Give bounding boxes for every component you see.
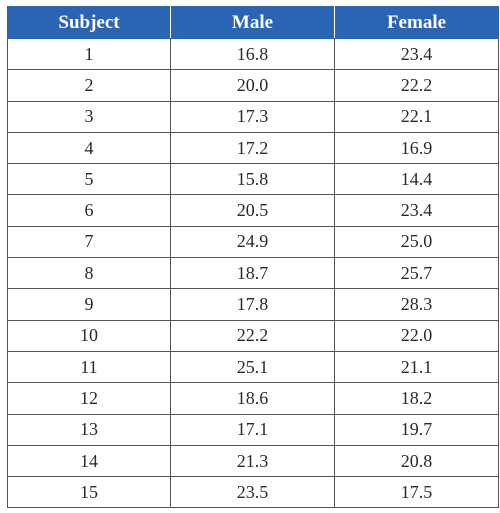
cell-subject: 3: [7, 100, 171, 133]
cell-female: 23.4: [334, 194, 499, 227]
cell-female: 14.4: [334, 163, 499, 196]
cell-male: 17.8: [170, 288, 335, 321]
cell-female: 28.3: [334, 288, 499, 321]
cell-male: 17.2: [170, 131, 335, 165]
cell-subject: 15: [7, 476, 171, 509]
cell-female: 21.1: [334, 350, 499, 384]
table-row: 6 20.5 23.4: [7, 194, 499, 227]
table-row: 15 23.5 17.5: [7, 476, 499, 509]
table-row: 10 22.2 22.0: [7, 319, 499, 352]
cell-female: 18.2: [334, 382, 499, 415]
cell-female: 23.4: [334, 37, 499, 71]
cell-subject: 8: [7, 257, 171, 290]
cell-male: 20.5: [170, 194, 335, 227]
cell-subject: 7: [7, 225, 171, 259]
cell-male: 18.6: [170, 382, 335, 415]
cell-female: 22.2: [334, 69, 499, 102]
cell-female: 25.0: [334, 225, 499, 259]
cell-subject: 10: [7, 319, 171, 352]
column-header-female: Female: [334, 6, 499, 39]
table-row: 8 18.7 25.7: [7, 257, 499, 290]
cell-male: 15.8: [170, 163, 335, 196]
cell-male: 18.7: [170, 257, 335, 290]
cell-subject: 9: [7, 288, 171, 321]
cell-male: 24.9: [170, 225, 335, 259]
cell-male: 22.2: [170, 319, 335, 352]
table-row: 9 17.8 28.3: [7, 288, 499, 321]
table-row: 3 17.3 22.1: [7, 100, 499, 133]
table-row: 12 18.6 18.2: [7, 382, 499, 415]
cell-subject: 2: [7, 69, 171, 102]
table-row: 14 21.3 20.8: [7, 444, 499, 478]
cell-male: 25.1: [170, 350, 335, 384]
table-row: 1 16.8 23.4: [7, 37, 499, 71]
header-row: Subject Male Female: [7, 6, 499, 39]
cell-subject: 5: [7, 163, 171, 196]
table-header: Subject Male Female: [7, 6, 499, 39]
cell-subject: 4: [7, 131, 171, 165]
cell-male: 16.8: [170, 37, 335, 71]
cell-subject: 6: [7, 194, 171, 227]
cell-male: 21.3: [170, 444, 335, 478]
table-row: 5 15.8 14.4: [7, 163, 499, 196]
column-header-male: Male: [170, 6, 335, 39]
cell-male: 20.0: [170, 69, 335, 102]
cell-female: 20.8: [334, 444, 499, 478]
cell-male: 17.3: [170, 100, 335, 133]
column-header-subject: Subject: [7, 6, 171, 39]
cell-subject: 12: [7, 382, 171, 415]
cell-subject: 13: [7, 413, 171, 446]
table-row: 4 17.2 16.9: [7, 131, 499, 165]
table-row: 2 20.0 22.2: [7, 69, 499, 102]
cell-female: 22.0: [334, 319, 499, 352]
table-body: 1 16.8 23.4 2 20.0 22.2 3 17.3 22.1 4 17…: [7, 37, 499, 509]
cell-subject: 14: [7, 444, 171, 478]
cell-subject: 1: [7, 37, 171, 71]
data-table-container: Subject Male Female 1 16.8 23.4 2 20.0 2…: [7, 6, 499, 509]
cell-subject: 11: [7, 350, 171, 384]
cell-male: 23.5: [170, 476, 335, 509]
cell-female: 25.7: [334, 257, 499, 290]
cell-female: 19.7: [334, 413, 499, 446]
table-row: 11 25.1 21.1: [7, 350, 499, 384]
table-row: 7 24.9 25.0: [7, 225, 499, 259]
cell-female: 17.5: [334, 476, 499, 509]
data-table: Subject Male Female 1 16.8 23.4 2 20.0 2…: [7, 6, 499, 509]
table-row: 13 17.1 19.7: [7, 413, 499, 446]
cell-male: 17.1: [170, 413, 335, 446]
cell-female: 22.1: [334, 100, 499, 133]
cell-female: 16.9: [334, 131, 499, 165]
